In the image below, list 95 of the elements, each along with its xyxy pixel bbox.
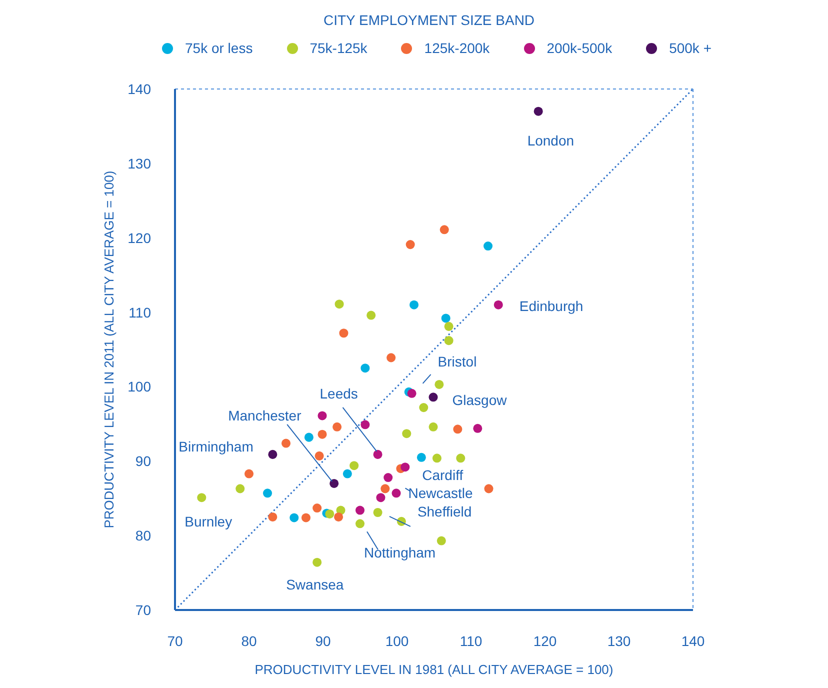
point [318, 430, 327, 439]
point [432, 454, 442, 463]
x-tick-label: 140 [681, 632, 705, 649]
point [392, 488, 401, 498]
point [360, 420, 370, 430]
point [428, 392, 438, 402]
legend-label: 75k-125k [310, 40, 368, 56]
legend-label: 75k or less [185, 40, 253, 56]
point [330, 478, 339, 488]
point [244, 469, 254, 478]
y-tick-label: 140 [128, 80, 152, 97]
point [473, 424, 482, 433]
annotation: Glasgow [452, 392, 508, 408]
x-tick-label: 100 [385, 632, 409, 649]
point [360, 364, 370, 373]
annotation: Birmingham [178, 438, 254, 454]
point [484, 242, 493, 251]
y-tick-label: 100 [128, 378, 152, 395]
point [402, 429, 412, 438]
point [376, 493, 386, 502]
y-tick-label: 70 [135, 602, 152, 618]
point [290, 513, 299, 522]
annotation: Cardiff [422, 467, 464, 484]
point [441, 314, 450, 323]
point [304, 432, 314, 442]
point [534, 106, 543, 116]
x-tick-label: 90 [315, 632, 331, 649]
point [434, 380, 444, 389]
y-tick-label: 110 [128, 304, 152, 320]
annotation: Newcastle [408, 485, 474, 502]
point [440, 225, 449, 234]
point [262, 488, 272, 498]
point [366, 310, 376, 320]
point [386, 353, 396, 362]
point [236, 484, 245, 494]
point [373, 508, 382, 518]
y-tick-label: 120 [128, 230, 152, 246]
point [456, 454, 466, 463]
point [416, 452, 426, 462]
annotation: Edinburgh [519, 298, 584, 314]
point [373, 450, 382, 459]
point [339, 328, 348, 338]
point [312, 558, 322, 567]
x-tick-label: 130 [607, 632, 631, 649]
point [350, 461, 359, 470]
point [325, 509, 334, 518]
annotation: Leeds [320, 385, 358, 402]
x-tick-label: 120 [533, 632, 557, 649]
point [494, 300, 503, 310]
point [355, 519, 365, 528]
point [197, 493, 206, 502]
point [453, 424, 462, 434]
point [484, 484, 494, 494]
point [268, 512, 278, 522]
legend-label: 125k-200k [424, 40, 490, 56]
point [410, 300, 419, 310]
point [355, 506, 365, 515]
point [419, 403, 428, 412]
point [314, 451, 324, 460]
y-tick-label: 130 [128, 155, 152, 172]
annotation: London [527, 132, 574, 148]
annotation: Bristol [438, 353, 477, 370]
annotation: Nottingham [364, 544, 436, 561]
point [407, 388, 416, 398]
point [268, 450, 278, 459]
point [444, 336, 454, 346]
point [444, 322, 454, 331]
point [428, 422, 438, 432]
point [342, 469, 352, 478]
y-tick-label: 90 [135, 453, 152, 470]
x-tick-label: 80 [241, 632, 257, 649]
annotation: Swansea [286, 576, 344, 592]
point [406, 240, 415, 250]
annotation: Manchester [228, 407, 302, 424]
point [301, 513, 310, 522]
point [334, 300, 344, 309]
point [332, 422, 342, 432]
annotation: Sheffield [417, 503, 472, 520]
point [400, 462, 410, 472]
point [281, 438, 291, 448]
y-axis-title: PRODUCTIVITY LEVEL IN 2011 (ALL CITY AVERAGE = 100) [102, 170, 117, 528]
x-tick-label: 70 [167, 632, 183, 649]
point [380, 484, 390, 494]
x-tick-label: 110 [460, 632, 482, 649]
point [384, 473, 393, 482]
legend-label: 500k + [669, 40, 712, 56]
point [334, 512, 344, 522]
y-tick-label: 80 [135, 528, 152, 544]
point [436, 536, 446, 546]
legend-title: CITY EMPLOYMENT SIZE BAND [322, 12, 536, 28]
point [318, 411, 327, 420]
legend-label: 200k-500k [546, 40, 612, 56]
annotation: Burnley [184, 514, 232, 530]
x-axis-title: PRODUCTIVITY LEVEL IN 1981 (ALL CITY AVERAGE = 100) [254, 662, 614, 677]
point [312, 504, 322, 513]
